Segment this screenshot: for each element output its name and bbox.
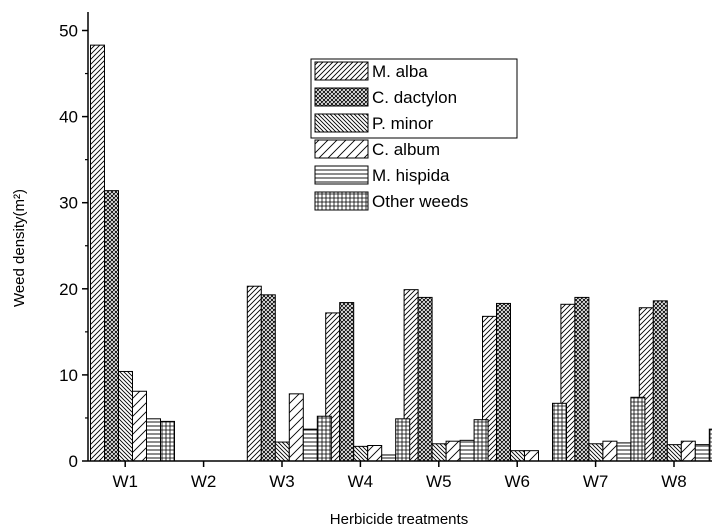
bar-c-dactylon-w3 (260, 294, 276, 462)
x-tick-label: W7 (583, 472, 609, 491)
bars-layer (90, 44, 712, 462)
y-tick-label: 0 (69, 452, 78, 471)
y-tick-label: 30 (59, 194, 78, 213)
bar-m-alba-w3 (246, 285, 262, 462)
x-tick-label: W3 (269, 472, 295, 491)
bar-other-weeds-w8 (708, 428, 712, 462)
bar-m-hispida-w8 (694, 444, 710, 462)
bar-other-weeds-w4 (395, 418, 411, 462)
x-axis: W1 W2 W3 W4 W5 W6 W7 W8 (88, 460, 712, 491)
x-tick-label: W4 (348, 472, 374, 491)
legend-swatch (314, 113, 369, 133)
bar-c-dactylon-w7 (574, 296, 590, 462)
x-tick-label: W1 (112, 472, 138, 491)
x-tick-label: W2 (191, 472, 217, 491)
bar-p-minor-w5 (431, 443, 447, 462)
bar-p-minor-w7 (588, 443, 604, 462)
legend: M. alba C. dactylon P. minor C. album M. his… (310, 58, 518, 211)
bar-p-minor-w8 (666, 444, 682, 462)
y-axis: 0 10 20 30 40 50 (59, 12, 89, 471)
legend-swatch (314, 191, 369, 211)
bar-other-weeds-w5 (473, 419, 489, 462)
bar-p-minor-w6 (510, 450, 525, 462)
legend-label: M. alba (372, 62, 428, 81)
bar-other-weeds-w1 (160, 420, 175, 462)
legend-swatch (314, 165, 369, 185)
y-axis-title: Weed density(m²) (11, 189, 28, 307)
bar-c-dactylon-w8 (652, 300, 668, 462)
bar-other-weeds-w3 (316, 415, 332, 462)
bar-p-minor-w4 (353, 445, 369, 462)
y-tick-label: 20 (59, 280, 78, 299)
bar-m-hispida-w1 (146, 418, 161, 462)
bar-c-album-w5 (445, 440, 461, 462)
bar-p-minor-w3 (274, 441, 290, 462)
bar-m-hispida-w7 (616, 442, 632, 462)
x-tick-label: W5 (426, 472, 452, 491)
bar-c-dactylon-w5 (417, 296, 433, 462)
bar-m-hispida-w5 (459, 439, 475, 462)
bar-other-weeds-w7 (630, 396, 646, 462)
legend-label: Other weeds (372, 192, 468, 211)
legend-swatch (314, 87, 369, 107)
bar-c-album-w3 (288, 393, 304, 462)
legend-label: C. album (372, 140, 440, 159)
bar-other-weeds-w6 (552, 402, 567, 462)
legend-swatch (314, 139, 369, 159)
x-tick-label: W8 (661, 472, 687, 491)
bar-c-album-w6 (524, 450, 539, 462)
y-tick-label: 50 (59, 22, 78, 41)
y-tick-label: 10 (59, 366, 78, 385)
legend-swatch (314, 61, 369, 81)
bar-c-dactylon-w6 (496, 302, 511, 462)
bar-c-dactylon-w4 (339, 302, 355, 462)
bar-c-album-w8 (680, 440, 696, 462)
legend-label: P. minor (372, 114, 433, 133)
y-tick-label: 40 (59, 108, 78, 127)
bar-m-hispida-w4 (381, 454, 397, 462)
legend-label: C. dactylon (372, 88, 457, 107)
bar-c-album-w1 (132, 390, 147, 462)
bar-m-alba-w1 (90, 44, 105, 462)
x-tick-label: W6 (504, 472, 530, 491)
legend-label: M. hispida (372, 166, 450, 185)
bar-c-dactylon-w1 (104, 190, 119, 462)
bar-p-minor-w1 (118, 370, 133, 462)
legend-box (310, 58, 518, 139)
bar-m-hispida-w3 (302, 428, 318, 462)
bar-c-album-w4 (367, 445, 383, 462)
bar-c-album-w7 (602, 440, 618, 462)
x-axis-title: Herbicide treatments (330, 511, 468, 528)
